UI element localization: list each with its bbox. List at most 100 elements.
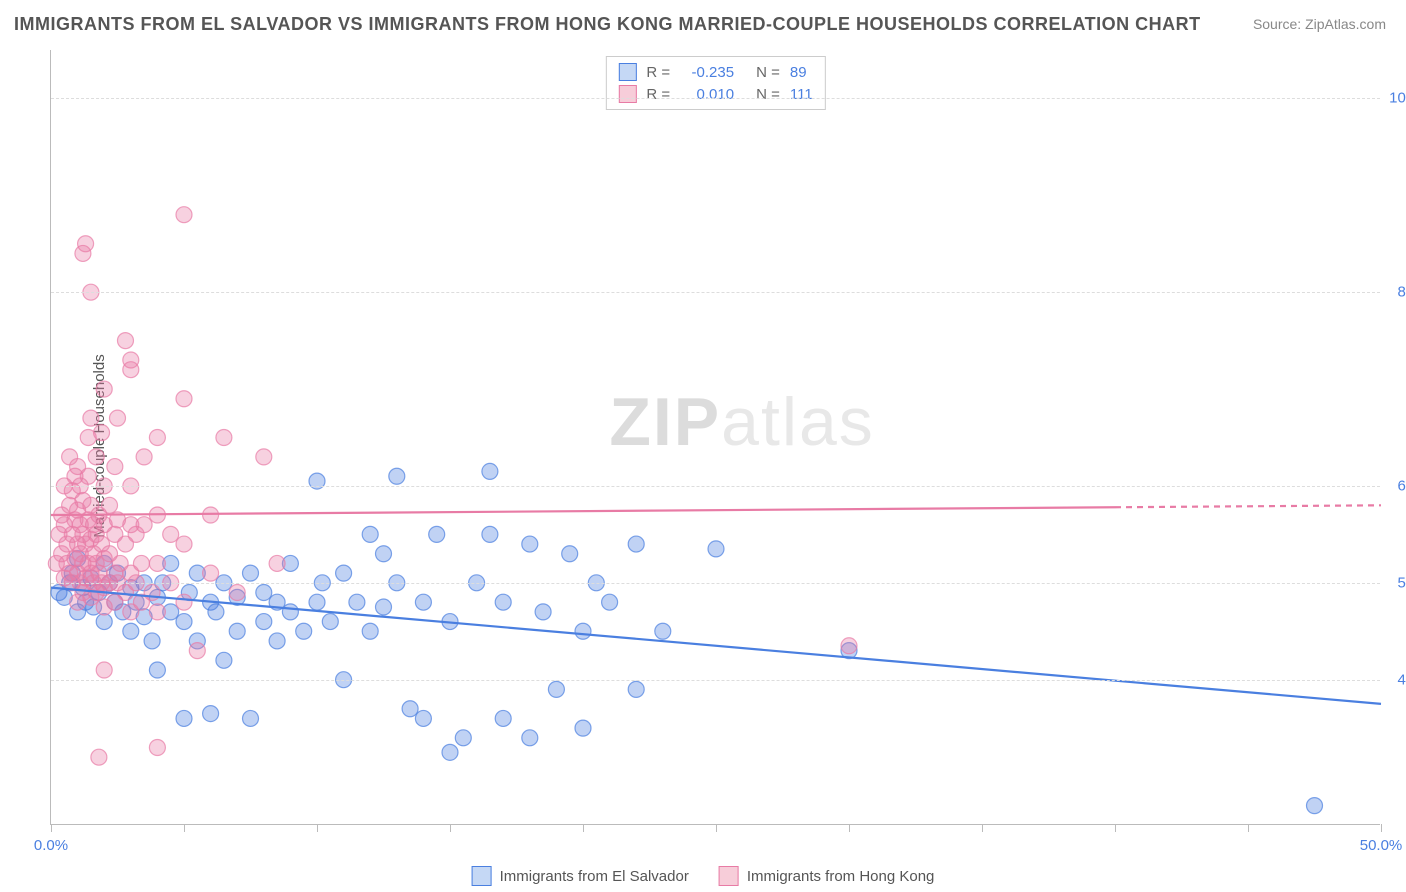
- scatter-point: [482, 526, 498, 542]
- scatter-point: [269, 555, 285, 571]
- scatter-point: [415, 594, 431, 610]
- r-value: 0.010: [680, 86, 734, 103]
- x-tick: [450, 824, 451, 832]
- scatter-point: [402, 701, 418, 717]
- scatter-point: [176, 594, 192, 610]
- y-tick-label: 40.0%: [1397, 671, 1406, 688]
- scatter-point: [349, 594, 365, 610]
- y-tick-label: 80.0%: [1397, 284, 1406, 301]
- scatter-point: [495, 594, 511, 610]
- x-tick: [1115, 824, 1116, 832]
- scatter-point: [203, 565, 219, 581]
- gridline: [51, 98, 1380, 99]
- scatter-point: [535, 604, 551, 620]
- scatter-point: [216, 430, 232, 446]
- x-tick: [184, 824, 185, 832]
- x-tick: [982, 824, 983, 832]
- scatter-point: [522, 730, 538, 746]
- scatter-point: [575, 623, 591, 639]
- scatter-point: [229, 623, 245, 639]
- scatter-point: [176, 207, 192, 223]
- scatter-point: [841, 638, 857, 654]
- scatter-point: [243, 565, 259, 581]
- y-tick-label: 50.0%: [1397, 574, 1406, 591]
- x-tick: [849, 824, 850, 832]
- scatter-point: [415, 710, 431, 726]
- legend-label: Immigrants from El Salvador: [500, 868, 689, 885]
- scatter-point: [376, 599, 392, 615]
- scatter-point: [149, 740, 165, 756]
- scatter-point: [102, 497, 118, 513]
- scatter-point: [628, 536, 644, 552]
- scatter-point: [243, 710, 259, 726]
- scatter-point: [229, 585, 245, 601]
- legend-item: Immigrants from El Salvador: [472, 866, 689, 886]
- scatter-point: [149, 555, 165, 571]
- trend-line-dashed: [1115, 505, 1381, 507]
- stats-row: R =-0.235N =89: [618, 61, 812, 83]
- series-swatch: [618, 63, 636, 81]
- correlation-stats-box: R =-0.235N =89R =0.010N =111: [605, 56, 825, 110]
- scatter-point: [1307, 798, 1323, 814]
- x-tick-label: 50.0%: [1360, 837, 1403, 854]
- r-label: R =: [646, 64, 670, 81]
- scatter-point: [176, 391, 192, 407]
- y-tick-label: 100.0%: [1389, 90, 1406, 107]
- gridline: [51, 292, 1380, 293]
- scatter-point: [322, 614, 338, 630]
- gridline: [51, 680, 1380, 681]
- x-tick: [51, 824, 52, 832]
- series-swatch: [618, 85, 636, 103]
- scatter-point: [296, 623, 312, 639]
- scatter-point: [189, 643, 205, 659]
- gridline: [51, 583, 1380, 584]
- scatter-point: [256, 449, 272, 465]
- scatter-point: [78, 236, 94, 252]
- x-tick: [583, 824, 584, 832]
- stats-row: R =0.010N =111: [618, 83, 812, 105]
- scatter-plot-area: ZIPatlas R =-0.235N =89R =0.010N =111 40…: [50, 50, 1380, 825]
- scatter-point: [96, 662, 112, 678]
- plot-svg: [51, 50, 1381, 825]
- scatter-point: [495, 710, 511, 726]
- scatter-point: [389, 468, 405, 484]
- scatter-point: [362, 526, 378, 542]
- scatter-point: [269, 633, 285, 649]
- scatter-point: [482, 463, 498, 479]
- scatter-point: [336, 565, 352, 581]
- scatter-point: [88, 449, 104, 465]
- scatter-point: [96, 614, 112, 630]
- scatter-point: [110, 410, 126, 426]
- y-tick-label: 60.0%: [1397, 477, 1406, 494]
- scatter-point: [149, 430, 165, 446]
- scatter-point: [176, 536, 192, 552]
- scatter-point: [282, 604, 298, 620]
- scatter-point: [655, 623, 671, 639]
- scatter-point: [522, 536, 538, 552]
- scatter-point: [256, 585, 272, 601]
- scatter-point: [216, 652, 232, 668]
- scatter-point: [149, 604, 165, 620]
- scatter-point: [376, 546, 392, 562]
- n-label: N =: [756, 64, 780, 81]
- n-value: 89: [790, 64, 807, 81]
- scatter-point: [455, 730, 471, 746]
- bottom-legend: Immigrants from El Salvador Immigrants fr…: [472, 866, 935, 886]
- scatter-point: [149, 662, 165, 678]
- scatter-point: [94, 425, 110, 441]
- scatter-point: [602, 594, 618, 610]
- legend-label: Immigrants from Hong Kong: [747, 868, 935, 885]
- scatter-point: [144, 585, 160, 601]
- scatter-point: [136, 517, 152, 533]
- r-label: R =: [646, 86, 670, 103]
- scatter-point: [548, 681, 564, 697]
- scatter-point: [83, 410, 99, 426]
- legend-swatch: [472, 866, 492, 886]
- n-value: 111: [790, 86, 813, 103]
- scatter-point: [163, 526, 179, 542]
- scatter-point: [256, 614, 272, 630]
- legend-swatch: [719, 866, 739, 886]
- scatter-point: [91, 749, 107, 765]
- gridline: [51, 486, 1380, 487]
- scatter-point: [562, 546, 578, 562]
